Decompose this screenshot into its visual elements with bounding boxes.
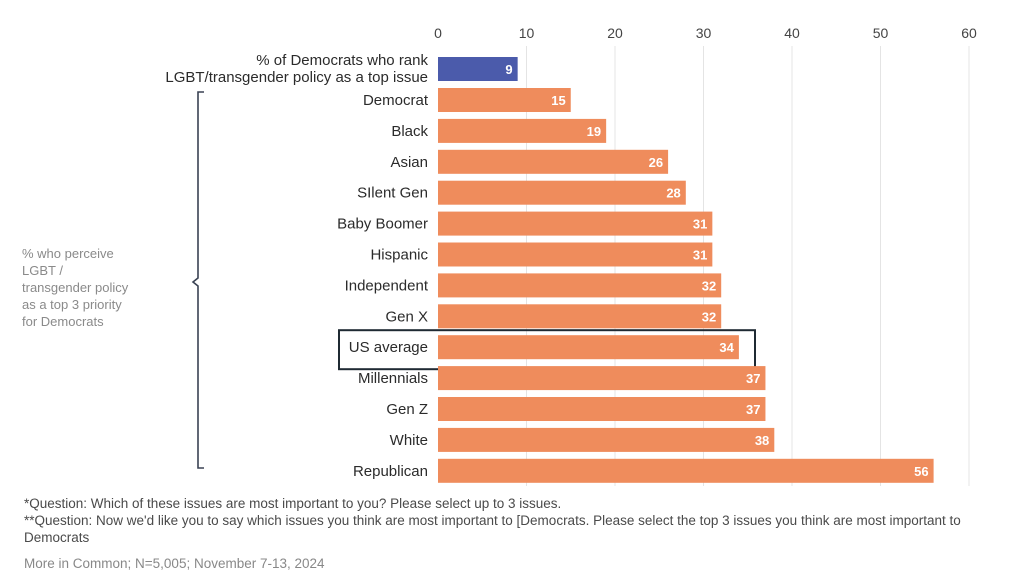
category-label-hispanic: Hispanic — [370, 247, 428, 264]
bar-democrat — [438, 88, 571, 112]
value-label-millennials: 37 — [746, 371, 760, 386]
tick-label-0: 0 — [434, 25, 442, 41]
tick-label-40: 40 — [784, 25, 800, 41]
category-label-millennials: Millennials — [358, 370, 428, 387]
bar-us-average — [438, 335, 739, 360]
value-label-us-average: 34 — [719, 340, 734, 355]
category-label-republican: Republican — [353, 463, 428, 480]
bracket-group: % who perceive LGBT / transgender policy as… — [22, 91, 204, 469]
value-label-baby-boomer: 31 — [693, 217, 707, 232]
value-label-gen-x: 32 — [702, 309, 716, 324]
category-label-baby-boomer: Baby Boomer — [337, 216, 428, 233]
value-label-black: 19 — [587, 124, 601, 139]
bar-black — [438, 118, 607, 143]
side-label-line-4: as a top 3 priority — [22, 297, 122, 312]
bar-republican — [438, 458, 934, 483]
value-label-white: 38 — [755, 433, 769, 448]
value-label-democrat: 15 — [551, 93, 565, 108]
value-label-gen-z: 37 — [746, 402, 760, 417]
side-label-line-3: transgender policy — [22, 280, 129, 295]
bar-gen-x — [438, 304, 722, 329]
category-label-gen-z: Gen Z — [386, 401, 428, 418]
category-label-us-average: US average — [349, 339, 428, 356]
tick-label-10: 10 — [519, 25, 535, 41]
x-axis-ticks: 0 10 20 30 40 50 60 — [434, 25, 977, 41]
value-label-hispanic: 31 — [693, 248, 707, 263]
highlight-bar-group: 9 % of Democrats who rankLGBT/transgender… — [165, 52, 518, 86]
bar-silent-gen — [438, 180, 686, 205]
footnote-question-2: **Question: Now we'd like you to say whi… — [24, 513, 961, 545]
bar-independent — [438, 273, 722, 298]
value-label-independent: 32 — [702, 278, 716, 293]
bar-democrats-rank — [438, 57, 518, 81]
bar-hispanic — [438, 242, 713, 267]
bar-asian — [438, 149, 669, 174]
side-label-line-2: LGBT / — [22, 263, 63, 278]
source-note: More in Common; N=5,005; November 7-13, … — [24, 556, 325, 571]
value-label-asian: 26 — [649, 155, 663, 170]
category-label-silent-gen: SIlent Gen — [357, 185, 428, 202]
value-label-democrats-rank: 9 — [505, 62, 512, 77]
footnotes: *Question: Which of these issues are mos… — [24, 495, 1014, 572]
highlight-label-line-1: % of Democrats who rank — [256, 52, 428, 69]
side-label-line-1: % who perceive — [22, 246, 114, 261]
category-label-democrat: Democrat — [363, 92, 429, 109]
value-label-silent-gen: 28 — [666, 186, 680, 201]
tick-label-50: 50 — [873, 25, 889, 41]
tick-label-30: 30 — [696, 25, 712, 41]
category-label-black: Black — [391, 123, 428, 140]
category-label-independent: Independent — [345, 277, 429, 294]
footnote-question-1: *Question: Which of these issues are mos… — [24, 496, 562, 511]
tick-label-60: 60 — [961, 25, 977, 41]
bar-millennials — [438, 366, 766, 391]
bar-chart: 0 10 20 30 40 50 60 9% of Democrats who rankLG… — [22, 25, 977, 486]
side-label-line-5: for Democrats — [22, 314, 104, 329]
bar-gen-z — [438, 397, 766, 421]
category-label-gen-x: Gen X — [385, 308, 428, 325]
highlight-label-line-2: LGBT/transgender policy as a top issue — [165, 69, 428, 86]
group-bracket — [191, 91, 204, 469]
bars: 15 Democrat 19 Black 26 Asian 28 SIlent Gen 31 Ba… — [337, 88, 934, 483]
bar-white — [438, 427, 775, 452]
bar-baby-boomer — [438, 211, 713, 236]
category-label-white: White — [390, 432, 428, 449]
value-label-republican: 56 — [914, 464, 928, 479]
tick-label-20: 20 — [607, 25, 623, 41]
category-label-asian: Asian — [390, 154, 428, 171]
